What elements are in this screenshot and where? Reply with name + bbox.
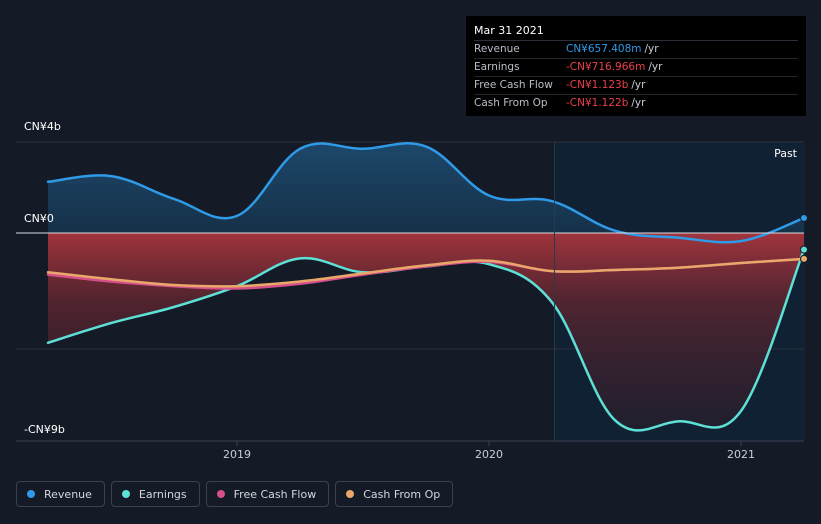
series-line-cash-from-op	[46, 257, 805, 288]
legend-dot-icon	[121, 490, 130, 498]
tooltip-label: Free Cash Flow	[474, 79, 553, 91]
tooltip-panel: Mar 31 2021 Revenue CN¥657.408m /yr Earn…	[466, 16, 806, 116]
tooltip-value: -CN¥1.123b	[566, 79, 629, 91]
legend: Revenue Earnings Free Cash Flow Cash Fro…	[16, 481, 454, 507]
legend-label: Cash From Op	[363, 487, 441, 501]
legend-item-cash-from-op[interactable]: Cash From Op	[335, 481, 454, 507]
series-line-revenue	[46, 142, 805, 244]
legend-dot-icon	[27, 490, 35, 498]
legend-label: Earnings	[138, 487, 187, 501]
tooltip-row-earnings: Earnings -CN¥716.966m /yr	[474, 59, 798, 77]
legend-dot-icon	[346, 490, 355, 498]
legend-item-revenue[interactable]: Revenue	[16, 481, 105, 507]
tooltip-value: -CN¥1.122b	[566, 97, 629, 109]
y-tick-label: CN¥4b	[24, 120, 61, 133]
tooltip-unit: /yr	[644, 43, 659, 55]
tooltip-value: -CN¥716.966m	[566, 61, 646, 73]
tooltip-date: Mar 31 2021	[474, 22, 798, 41]
y-tick-label: CN¥0	[24, 212, 54, 225]
tooltip-unit: /yr	[648, 61, 663, 73]
tooltip-row-free-cash-flow: Free Cash Flow -CN¥1.123b /yr	[474, 77, 798, 95]
legend-label: Free Cash Flow	[233, 487, 317, 501]
legend-label: Revenue	[44, 487, 92, 501]
legend-dot-icon	[216, 490, 225, 498]
x-tick-label: 2020	[475, 448, 503, 461]
past-label: Past	[774, 147, 798, 160]
tooltip-unit: /yr	[631, 97, 646, 109]
tooltip-unit: /yr	[631, 79, 646, 91]
x-tick-label: 2021	[727, 448, 755, 461]
end-point-cash-from-op	[800, 254, 808, 263]
y-tick-label: -CN¥9b	[24, 423, 65, 436]
tooltip-label: Cash From Op	[474, 97, 548, 109]
earnings-area	[48, 233, 804, 431]
legend-item-earnings[interactable]: Earnings	[110, 481, 200, 507]
tooltip-label: Revenue	[474, 43, 520, 55]
legend-item-free-cash-flow[interactable]: Free Cash Flow	[205, 481, 330, 507]
tooltip-label: Earnings	[474, 61, 520, 73]
end-point-earnings	[800, 245, 808, 254]
tooltip-row-revenue: Revenue CN¥657.408m /yr	[474, 41, 798, 59]
tooltip-row-cash-from-op: Cash From Op -CN¥1.122b /yr	[474, 95, 798, 112]
end-point-revenue	[800, 214, 808, 223]
x-tick-label: 2019	[223, 448, 251, 461]
revenue-area	[48, 143, 804, 243]
tooltip-value: CN¥657.408m	[566, 43, 642, 55]
